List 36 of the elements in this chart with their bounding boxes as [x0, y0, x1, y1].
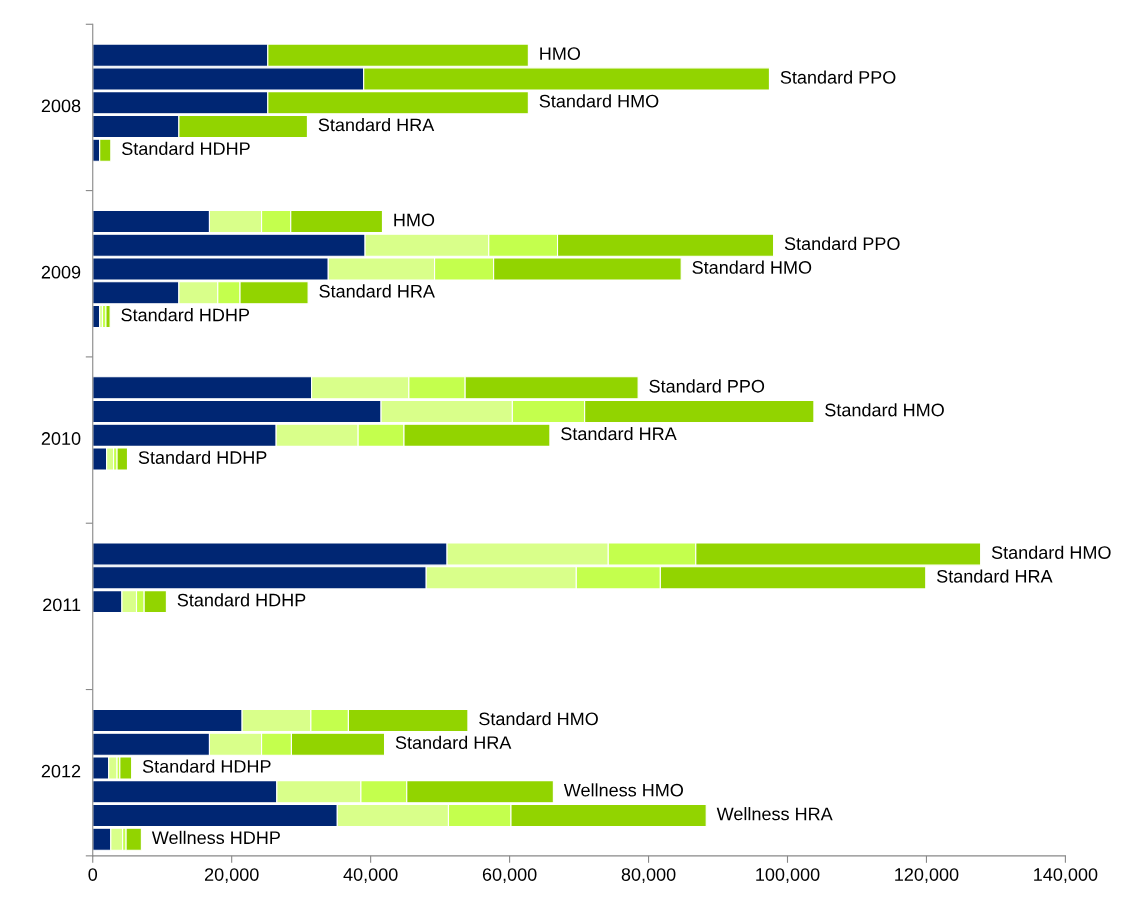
y-tick-label: Standard HDHP — [138, 450, 267, 464]
y-tick-label: Standard HMO — [991, 545, 1111, 559]
x-tick-label: 100,000 — [756, 868, 820, 884]
y-tick-label: Standard HRA — [319, 284, 435, 298]
y-tick-label: Standard HMO — [479, 712, 598, 726]
y-tick-label: HMO — [540, 47, 581, 61]
y-tick-label: Standard HMO — [539, 94, 659, 108]
y-tick-label: HMO — [394, 213, 435, 227]
text: 2008 — [41, 99, 81, 113]
y-tick-label: Standard HMO — [825, 403, 944, 417]
x-tick-label: 120,000 — [895, 868, 959, 884]
y-tick-label: Standard PPO — [784, 236, 900, 251]
text: 2012 — [41, 764, 81, 778]
y-tick-label: Standard HDHP — [122, 141, 250, 156]
y-tick-label: Standard HDHP — [177, 593, 306, 607]
text: 2009 — [41, 265, 81, 279]
y-tick-label: Standard HRA — [561, 426, 677, 441]
y-tick-label: Standard PPO — [780, 70, 896, 84]
y-tick-label: Standard HRA — [318, 118, 435, 132]
x-tick-label: 20,000 — [204, 868, 259, 884]
y-tick-label: Standard HRA — [395, 735, 512, 750]
y-tick-label: Standard PPO — [649, 379, 765, 393]
x-tick-label: 0 — [88, 868, 98, 881]
y-tick-label: Wellness HRA — [716, 807, 833, 821]
y-tick-label: Standard HMO — [692, 260, 812, 274]
y-tick-label: Standard HDHP — [121, 308, 250, 322]
y-tick-label: Wellness HDHP — [151, 830, 280, 845]
x-tick-label: 80,000 — [621, 868, 676, 884]
x-tick-label: 40,000 — [343, 868, 398, 884]
y-tick-label: Standard HDHP — [142, 759, 271, 773]
y-tick-label: Wellness HMO — [563, 783, 683, 797]
text: 2010 — [41, 432, 81, 445]
x-tick-label: 140,000 — [1034, 868, 1098, 884]
text: 2011 — [43, 598, 81, 612]
y-tick-label: Standard HRA — [937, 569, 1053, 583]
x-tick-label: 60,000 — [482, 868, 537, 884]
